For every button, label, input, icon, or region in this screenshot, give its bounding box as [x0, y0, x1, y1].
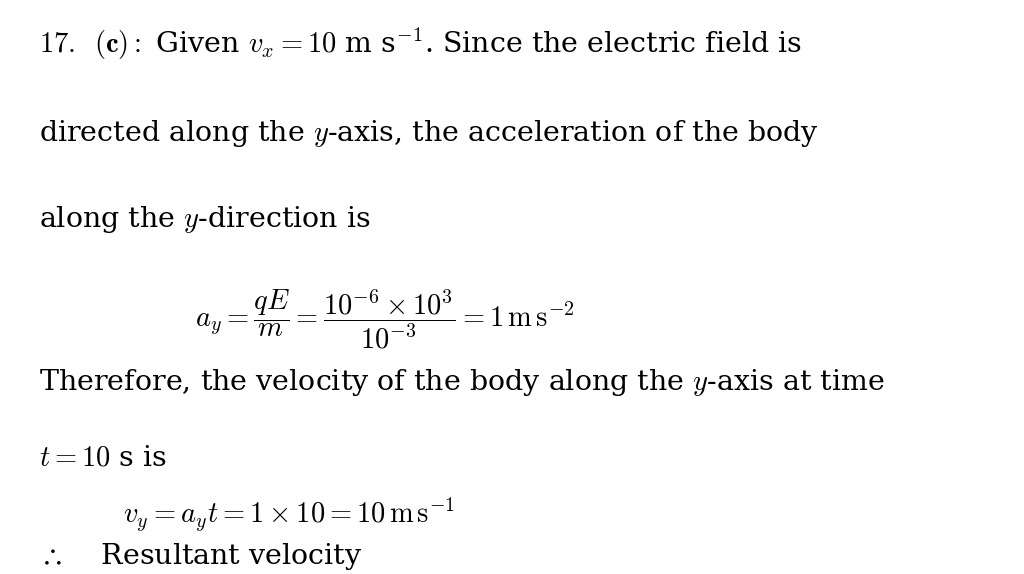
- Text: $t = 10$ s is: $t = 10$ s is: [39, 445, 167, 472]
- Text: directed along the $y$-axis, the acceleration of the body: directed along the $y$-axis, the acceler…: [39, 118, 819, 149]
- Text: $\therefore\quad$ Resultant velocity: $\therefore\quad$ Resultant velocity: [39, 541, 362, 572]
- Text: $a_y = \dfrac{qE}{m} = \dfrac{10^{-6} \times 10^{3}}{10^{-3}} = 1\,\mathrm{m}\,\: $a_y = \dfrac{qE}{m} = \dfrac{10^{-6} \t…: [195, 287, 574, 351]
- Text: along the $y$-direction is: along the $y$-direction is: [39, 204, 371, 235]
- Text: Therefore, the velocity of the body along the $y$-axis at time: Therefore, the velocity of the body alon…: [39, 367, 885, 398]
- Text: $v_y = a_y t = 1 \times 10 = 10\,\mathrm{m}\,\mathrm{s}^{-1}$: $v_y = a_y t = 1 \times 10 = 10\,\mathrm…: [123, 497, 456, 534]
- Text: $\mathbf{17.\;\;(c):}$ Given $v_x = 10$ m s$^{-1}$. Since the electric field is: $\mathbf{17.\;\;(c):}$ Given $v_x = 10$ …: [39, 26, 802, 62]
